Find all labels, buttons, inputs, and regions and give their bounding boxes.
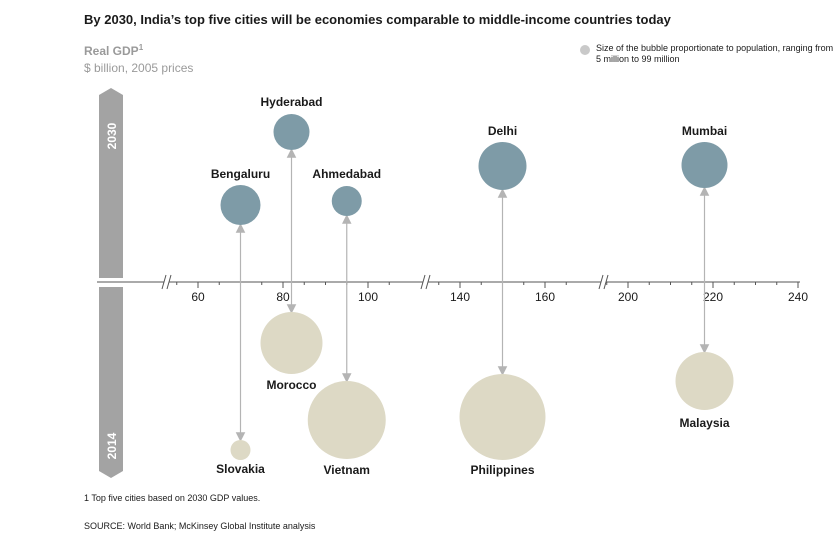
y-axis-label-text: Real GDP [84,44,139,58]
axis-break-mark [425,274,431,290]
x-axis: 60 80 100 140 160 200 220 240 [97,274,808,304]
label-morocco: Morocco [266,378,316,392]
label-delhi: Delhi [488,124,517,138]
legend-bubble-icon [580,45,590,55]
x-tick-label: 140 [450,290,470,304]
label-mumbai: Mumbai [682,124,727,138]
bubble-malaysia [675,352,734,410]
bubbles [220,114,734,460]
year-label-top: 2030 [105,122,119,149]
year-bar-top-cap [99,88,123,95]
bubble-delhi [478,142,527,190]
axis-break-gap [164,274,169,290]
source-note: SOURCE: World Bank; McKinsey Global Inst… [84,521,316,531]
label-bengaluru: Bengaluru [211,167,270,181]
bubble-ahmedabad [331,186,362,216]
year-bar: 2030 2014 [99,88,123,478]
x-tick-label: 80 [276,290,290,304]
label-vietnam: Vietnam [324,463,370,477]
bubble-hyderabad [273,114,310,150]
chart-title: By 2030, India’s top five cities will be… [84,12,671,27]
x-tick-label: 100 [358,290,378,304]
x-tick-label: 160 [535,290,555,304]
bubble-labels: Bengaluru Slovakia Hyderabad Morocco Ahmedab… [211,95,730,477]
year-label-bottom: 2014 [105,432,119,459]
label-slovakia: Slovakia [216,462,265,476]
footnote-marker: 1 [138,43,144,52]
axis-break-mark [166,274,172,290]
bubble-bengaluru [220,185,261,225]
legend-text: Size of the bubble proportionate to popu… [596,43,834,64]
axis-break-mark [420,274,426,290]
label-hyderabad: Hyderabad [260,95,322,109]
bubble-mumbai [681,142,728,188]
bubble-vietnam [307,381,386,459]
axis-break-gap [601,274,606,290]
axis-break-mark [161,274,167,290]
label-philippines: Philippines [470,463,534,477]
x-tick-label: 220 [703,290,723,304]
axis-break-mark [598,274,604,290]
y-axis-unit: $ billion, 2005 prices [84,61,194,75]
x-tick-label: 200 [618,290,638,304]
year-bar-bottom-cap [99,471,123,478]
x-tick-label: 60 [191,290,205,304]
year-bar-2030 [99,95,123,278]
bubble-philippines [459,374,546,460]
axis-break-gap [423,274,428,290]
label-ahmedabad: Ahmedabad [312,167,381,181]
x-tick-label: 240 [788,290,808,304]
label-malaysia: Malaysia [679,416,729,430]
bubble-slovakia [230,440,251,460]
y-axis-label: Real GDP1 [84,43,143,58]
bubble-morocco [260,312,323,374]
footnote: 1 Top five cities based on 2030 GDP valu… [84,493,261,503]
axis-break-mark [603,274,609,290]
year-bar-2014 [99,287,123,471]
arrows [235,148,710,442]
